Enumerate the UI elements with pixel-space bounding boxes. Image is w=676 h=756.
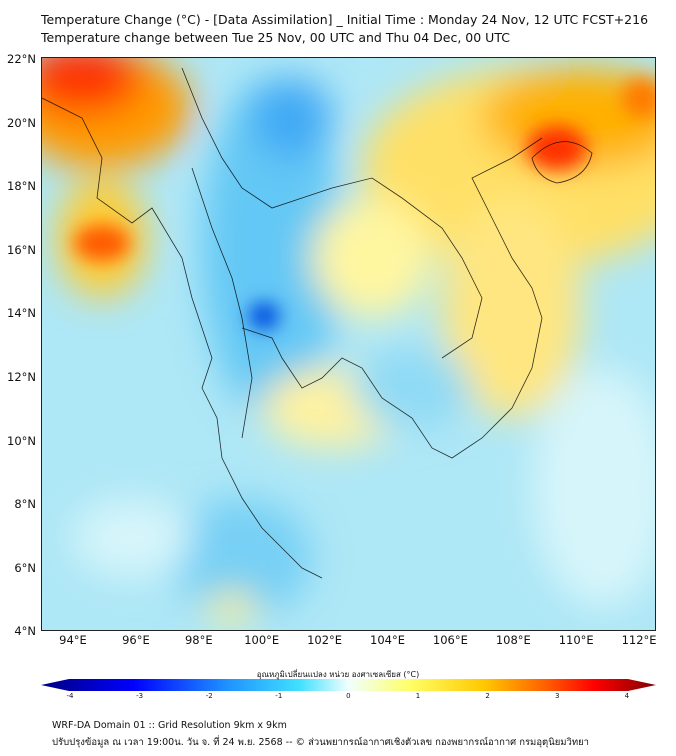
- colorbar-tick-label: 2: [485, 692, 490, 700]
- x-tick-label: 110°E: [558, 633, 594, 647]
- y-tick-label: 16°N: [7, 242, 36, 257]
- colorbar-tick-label: 0: [346, 692, 351, 700]
- colorbar-tick-label: 3: [554, 692, 560, 700]
- y-tick-label: 6°N: [14, 560, 36, 575]
- y-tick-label: 10°N: [7, 433, 36, 448]
- x-tick-label: 106°E: [432, 633, 468, 647]
- y-tick-label: 14°N: [7, 306, 36, 321]
- y-tick-label: 22°N: [7, 52, 36, 66]
- colorbar-tick-label: -2: [205, 692, 213, 700]
- chart-title: Temperature Change (°C) - [Data Assimila…: [41, 12, 649, 27]
- coastlines: [42, 67, 593, 579]
- y-tick-label: 8°N: [14, 497, 36, 512]
- x-tick-label: 104°E: [370, 633, 405, 647]
- x-tick-label: 94°E: [59, 633, 87, 647]
- x-tick-label: 96°E: [122, 633, 150, 647]
- colorbar-tick-label: 1: [415, 692, 421, 700]
- colorbar-tick-label: -4: [66, 692, 74, 700]
- colorbar-label: อุณหภูมิเปลี่ยนแปลง หน่วย องศาเซลเซียส (…: [256, 670, 420, 679]
- x-tick-label: 100°E: [244, 633, 280, 647]
- x-tick-label: 102°E: [307, 633, 343, 647]
- footer-update-info: ปรับปรุงข้อมูล ณ เวลา 19:00น. วัน จ. ที่…: [52, 737, 590, 748]
- colorbar-tick-label: -1: [275, 692, 283, 700]
- chart-subtitle: Temperature change between Tue 25 Nov, 0…: [41, 30, 510, 45]
- y-tick-label: 12°N: [7, 370, 36, 384]
- x-tick-label: 108°E: [495, 633, 531, 647]
- colorbar-tick-label: 4: [624, 692, 630, 700]
- y-tick-label: 20°N: [7, 115, 36, 130]
- footer-model-info: WRF-DA Domain 01 :: Grid Resolution 9km …: [52, 720, 287, 731]
- colorbar-tick-label: -3: [136, 692, 144, 700]
- colorbar: [41, 679, 656, 691]
- y-tick-label: 4°N: [14, 624, 36, 639]
- y-tick-label: 18°N: [7, 179, 36, 194]
- temperature-change-map[interactable]: [41, 57, 656, 631]
- x-tick-label: 112°E: [621, 633, 657, 647]
- heatmap-field: [42, 58, 655, 630]
- x-tick-label: 98°E: [184, 633, 213, 647]
